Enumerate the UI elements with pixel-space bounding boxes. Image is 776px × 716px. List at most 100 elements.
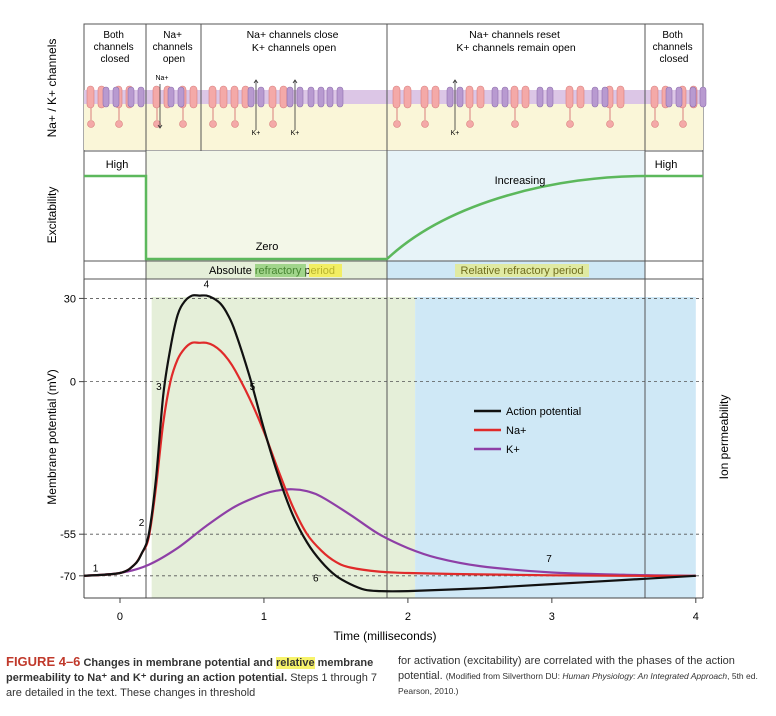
arrow-head-icon	[157, 124, 163, 129]
phase-5-line: channels	[653, 42, 693, 53]
phase-2-line: channels	[153, 42, 193, 53]
phase-4-label: Na+ channels reset K+ channels remain op…	[456, 29, 576, 54]
phase-4-line: K+ channels remain open	[456, 42, 576, 54]
relative-word: Relative	[461, 265, 501, 277]
figure-label: FIGURE 4–6	[6, 654, 81, 669]
highlight-period	[309, 264, 342, 277]
channels-side-label: Na+ / K+ channels	[45, 39, 59, 138]
arrow-head-icon	[452, 79, 458, 84]
na-channel-subunit	[510, 85, 519, 109]
k-channel-subunit	[456, 86, 464, 108]
na-channel-subunit	[565, 85, 574, 109]
caption-left: FIGURE 4–6 Changes in membrane potential…	[6, 654, 378, 701]
y-tick-label: 30	[64, 293, 76, 305]
na-channel-subunit	[431, 85, 440, 109]
step-label: 4	[204, 279, 210, 290]
legend-label-na: Na+	[506, 425, 527, 437]
phase-1-line: Both	[103, 30, 124, 41]
na-channel-subunit	[152, 85, 161, 109]
k-channel-subunit	[257, 86, 265, 108]
na-channel-subunit	[465, 85, 474, 109]
x-tick-label: 4	[693, 611, 699, 623]
k-channel-subunit	[601, 86, 609, 108]
k-channel-subunit	[296, 86, 304, 108]
na-channel-gate	[393, 120, 401, 128]
absolute-refractory-region	[151, 279, 416, 598]
x-tick-label: 2	[405, 611, 411, 623]
na-channel-subunit	[392, 85, 401, 109]
k-channel-subunit	[699, 86, 707, 108]
arrow-head-icon	[292, 79, 298, 84]
na-channel-subunit	[208, 85, 217, 109]
figure-canvas: Both channels closed Na+ channels open N…	[45, 23, 731, 643]
na-channel-subunit	[576, 85, 585, 109]
na-channel-subunit	[219, 85, 228, 109]
step-label: 3	[156, 382, 162, 393]
ion-label-na: Na+	[155, 75, 168, 82]
axes: 30 0 -55 -70 0 1 2 3 4	[60, 279, 704, 623]
na-channel-subunit	[86, 85, 95, 109]
excitability-increasing: Increasing	[495, 175, 546, 187]
k-channel-subunit	[102, 86, 110, 108]
step-labels: 1 2 3 4 5 6 7	[93, 279, 552, 584]
k-channel-subunit	[317, 86, 325, 108]
na-channel-subunit	[616, 85, 625, 109]
na-channel-gate	[679, 120, 687, 128]
legend: Action potential Na+ K+	[474, 406, 581, 456]
caption-credit-book: Human Physiology: An Integrated Approach	[562, 671, 728, 681]
absolute-word: Absolute	[209, 265, 255, 277]
excitability-high-right: High	[655, 159, 678, 171]
na-channel-gate	[466, 120, 474, 128]
na-channel-subunit	[279, 85, 288, 109]
na-channel-gate	[421, 120, 429, 128]
phase-1-line: channels	[94, 42, 134, 53]
highlight-refractory	[255, 264, 306, 277]
relative-period-word: period	[553, 265, 584, 277]
na-channel-gate	[231, 120, 239, 128]
na-channel-gate	[179, 120, 187, 128]
phase-4-line: Na+ channels reset	[469, 29, 560, 41]
k-channel-subunit	[665, 86, 673, 108]
na-channel-gate	[511, 120, 519, 128]
absolute-excitability-bg	[146, 151, 387, 279]
caption-right: for activation (excitability) are correl…	[398, 654, 770, 699]
y-tick-label: -55	[60, 529, 76, 541]
y-tick-label: 0	[70, 377, 76, 389]
step-label: 2	[139, 518, 145, 529]
k-channel-subunit	[112, 86, 120, 108]
step-label: 7	[546, 554, 552, 565]
k-channel-subunit	[591, 86, 599, 108]
phase-5-line: Both	[662, 30, 683, 41]
na-channel-subunit	[230, 85, 239, 109]
legend-label-k: K+	[506, 444, 520, 456]
na-channel-gate	[651, 120, 659, 128]
x-tick-label: 0	[117, 611, 123, 623]
k-channel-subunit	[127, 86, 135, 108]
relative-refractory-region	[415, 279, 696, 598]
relative-refractory-label: Relative refractory period	[461, 265, 584, 277]
k-channel-subunit	[247, 86, 255, 108]
x-tick-label: 3	[549, 611, 555, 623]
x-axis-label: Time (milliseconds)	[334, 629, 437, 643]
caption-credit-1: (Modified from Silverthorn DU:	[445, 671, 563, 681]
na-channel-subunit	[476, 85, 485, 109]
na-channel-subunit	[650, 85, 659, 109]
na-channel-gate	[269, 120, 277, 128]
figure-title-highlight: relative	[276, 657, 315, 669]
phase-5-label: Both channels closed	[653, 30, 696, 65]
phase-2-label: Na+ channels open	[153, 30, 196, 65]
highlight-relative-label	[455, 264, 589, 277]
y2-axis-label: Ion permeability	[717, 395, 731, 480]
na-channel-gate	[153, 120, 161, 128]
na-channel-gate	[115, 120, 123, 128]
phase-2-line: Na+	[163, 30, 182, 41]
k-channel-subunit	[546, 86, 554, 108]
na-channel-subunit	[189, 85, 198, 109]
phase-3-line: Na+ channels close	[247, 29, 339, 41]
k-channel-subunit	[326, 86, 334, 108]
excitability-zero: Zero	[256, 241, 279, 253]
caption-right-text: for activation (excitability) are correl…	[398, 655, 735, 682]
na-channel-subunit	[521, 85, 530, 109]
na-channel-gate	[87, 120, 95, 128]
figure-title-2: membrane permeability to Na⁺ and K⁺ duri…	[6, 657, 374, 684]
